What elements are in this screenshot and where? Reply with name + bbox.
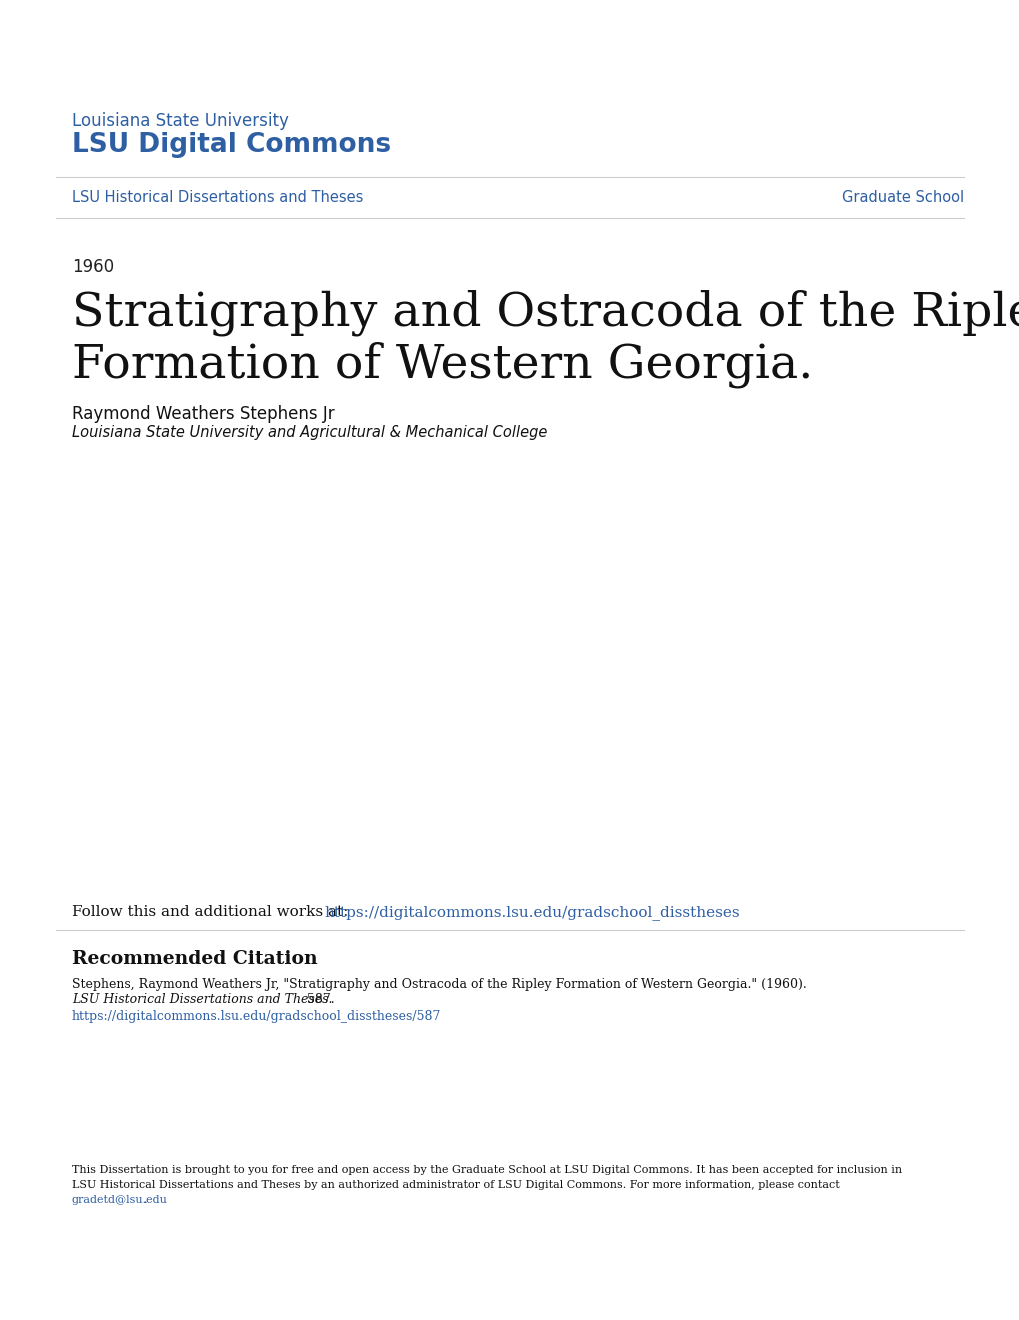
Text: Follow this and additional works at:: Follow this and additional works at: [72, 906, 353, 919]
Text: Louisiana State University and Agricultural & Mechanical College: Louisiana State University and Agricultu… [72, 425, 547, 440]
Text: https://digitalcommons.lsu.edu/gradschool_disstheses: https://digitalcommons.lsu.edu/gradschoo… [324, 906, 739, 920]
Text: 1960: 1960 [72, 257, 114, 276]
Text: https://digitalcommons.lsu.edu/gradschool_disstheses/587: https://digitalcommons.lsu.edu/gradschoo… [72, 1010, 441, 1023]
Text: Louisiana State University: Louisiana State University [72, 112, 288, 129]
Text: Graduate School: Graduate School [841, 190, 963, 205]
Text: Stratigraphy and Ostracoda of the Ripley: Stratigraphy and Ostracoda of the Ripley [72, 290, 1019, 337]
Text: LSU Digital Commons: LSU Digital Commons [72, 132, 390, 158]
Text: Formation of Western Georgia.: Formation of Western Georgia. [72, 342, 812, 388]
Text: LSU Historical Dissertations and Theses by an authorized administrator of LSU Di: LSU Historical Dissertations and Theses … [72, 1180, 839, 1191]
Text: .: . [144, 1195, 148, 1205]
Text: This Dissertation is brought to you for free and open access by the Graduate Sch: This Dissertation is brought to you for … [72, 1166, 901, 1175]
Text: gradetd@lsu.edu: gradetd@lsu.edu [72, 1195, 168, 1205]
Text: 587.: 587. [303, 993, 334, 1006]
Text: LSU Historical Dissertations and Theses: LSU Historical Dissertations and Theses [72, 190, 363, 205]
Text: Stephens, Raymond Weathers Jr, "Stratigraphy and Ostracoda of the Ripley Formati: Stephens, Raymond Weathers Jr, "Stratigr… [72, 978, 810, 991]
Text: LSU Historical Dissertations and Theses.: LSU Historical Dissertations and Theses. [72, 993, 332, 1006]
Text: Recommended Citation: Recommended Citation [72, 950, 317, 968]
Text: Raymond Weathers Stephens Jr: Raymond Weathers Stephens Jr [72, 405, 334, 422]
